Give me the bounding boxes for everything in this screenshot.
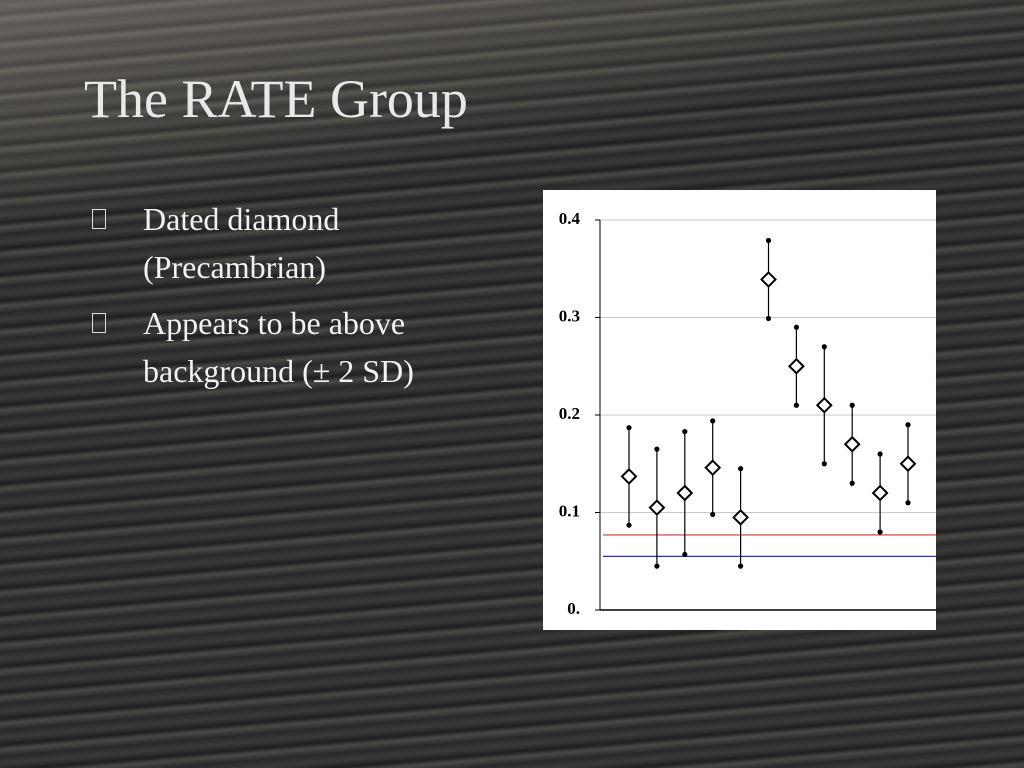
error-cap (682, 428, 688, 435)
error-cap (905, 500, 911, 506)
bullet-glyph (92, 209, 106, 229)
bullet: Dated diamond (Precambrian) (88, 195, 508, 291)
error-cap (654, 563, 660, 569)
y-tick-label: 0.2 (559, 404, 580, 423)
error-cap (654, 446, 660, 452)
error-cap (738, 563, 744, 569)
data-point (899, 455, 917, 473)
data-point (815, 396, 833, 414)
error-cap (765, 315, 772, 322)
error-cap (765, 237, 772, 244)
error-cap (793, 402, 800, 408)
bullet-text: Dated diamond (Precambrian) (143, 201, 340, 285)
bullet-list: Dated diamond (Precambrian) Appears to b… (88, 195, 508, 403)
error-cap (682, 551, 688, 558)
data-point (871, 484, 889, 502)
error-cap (905, 422, 911, 428)
y-tick-label: 0.4 (559, 209, 581, 228)
data-point (843, 435, 861, 453)
data-point (704, 459, 722, 477)
bullet: Appears to be above background (± 2 SD) (88, 299, 508, 395)
error-cap (849, 402, 855, 408)
data-point (787, 357, 805, 375)
y-tick-label: 0. (567, 599, 580, 618)
error-cap (710, 418, 716, 424)
data-point (620, 468, 638, 485)
error-cap (793, 324, 800, 330)
error-cap (821, 344, 827, 350)
error-cap (849, 480, 855, 486)
error-cap (626, 425, 632, 431)
error-cap (738, 466, 744, 472)
data-point (732, 508, 750, 526)
error-cap (710, 511, 716, 518)
error-cap (877, 529, 883, 535)
y-tick-label: 0.1 (559, 501, 580, 520)
y-tick-label: 0.3 (559, 306, 580, 325)
slide-title: The RATE Group (84, 69, 468, 129)
error-cap (821, 461, 827, 467)
data-point (676, 484, 694, 502)
bullet-text: Appears to be above background (± 2 SD) (143, 305, 414, 389)
data-point (760, 271, 777, 288)
error-cap (877, 451, 883, 457)
data-point (648, 499, 666, 517)
error-cap (626, 522, 632, 528)
bullet-glyph (92, 313, 106, 333)
